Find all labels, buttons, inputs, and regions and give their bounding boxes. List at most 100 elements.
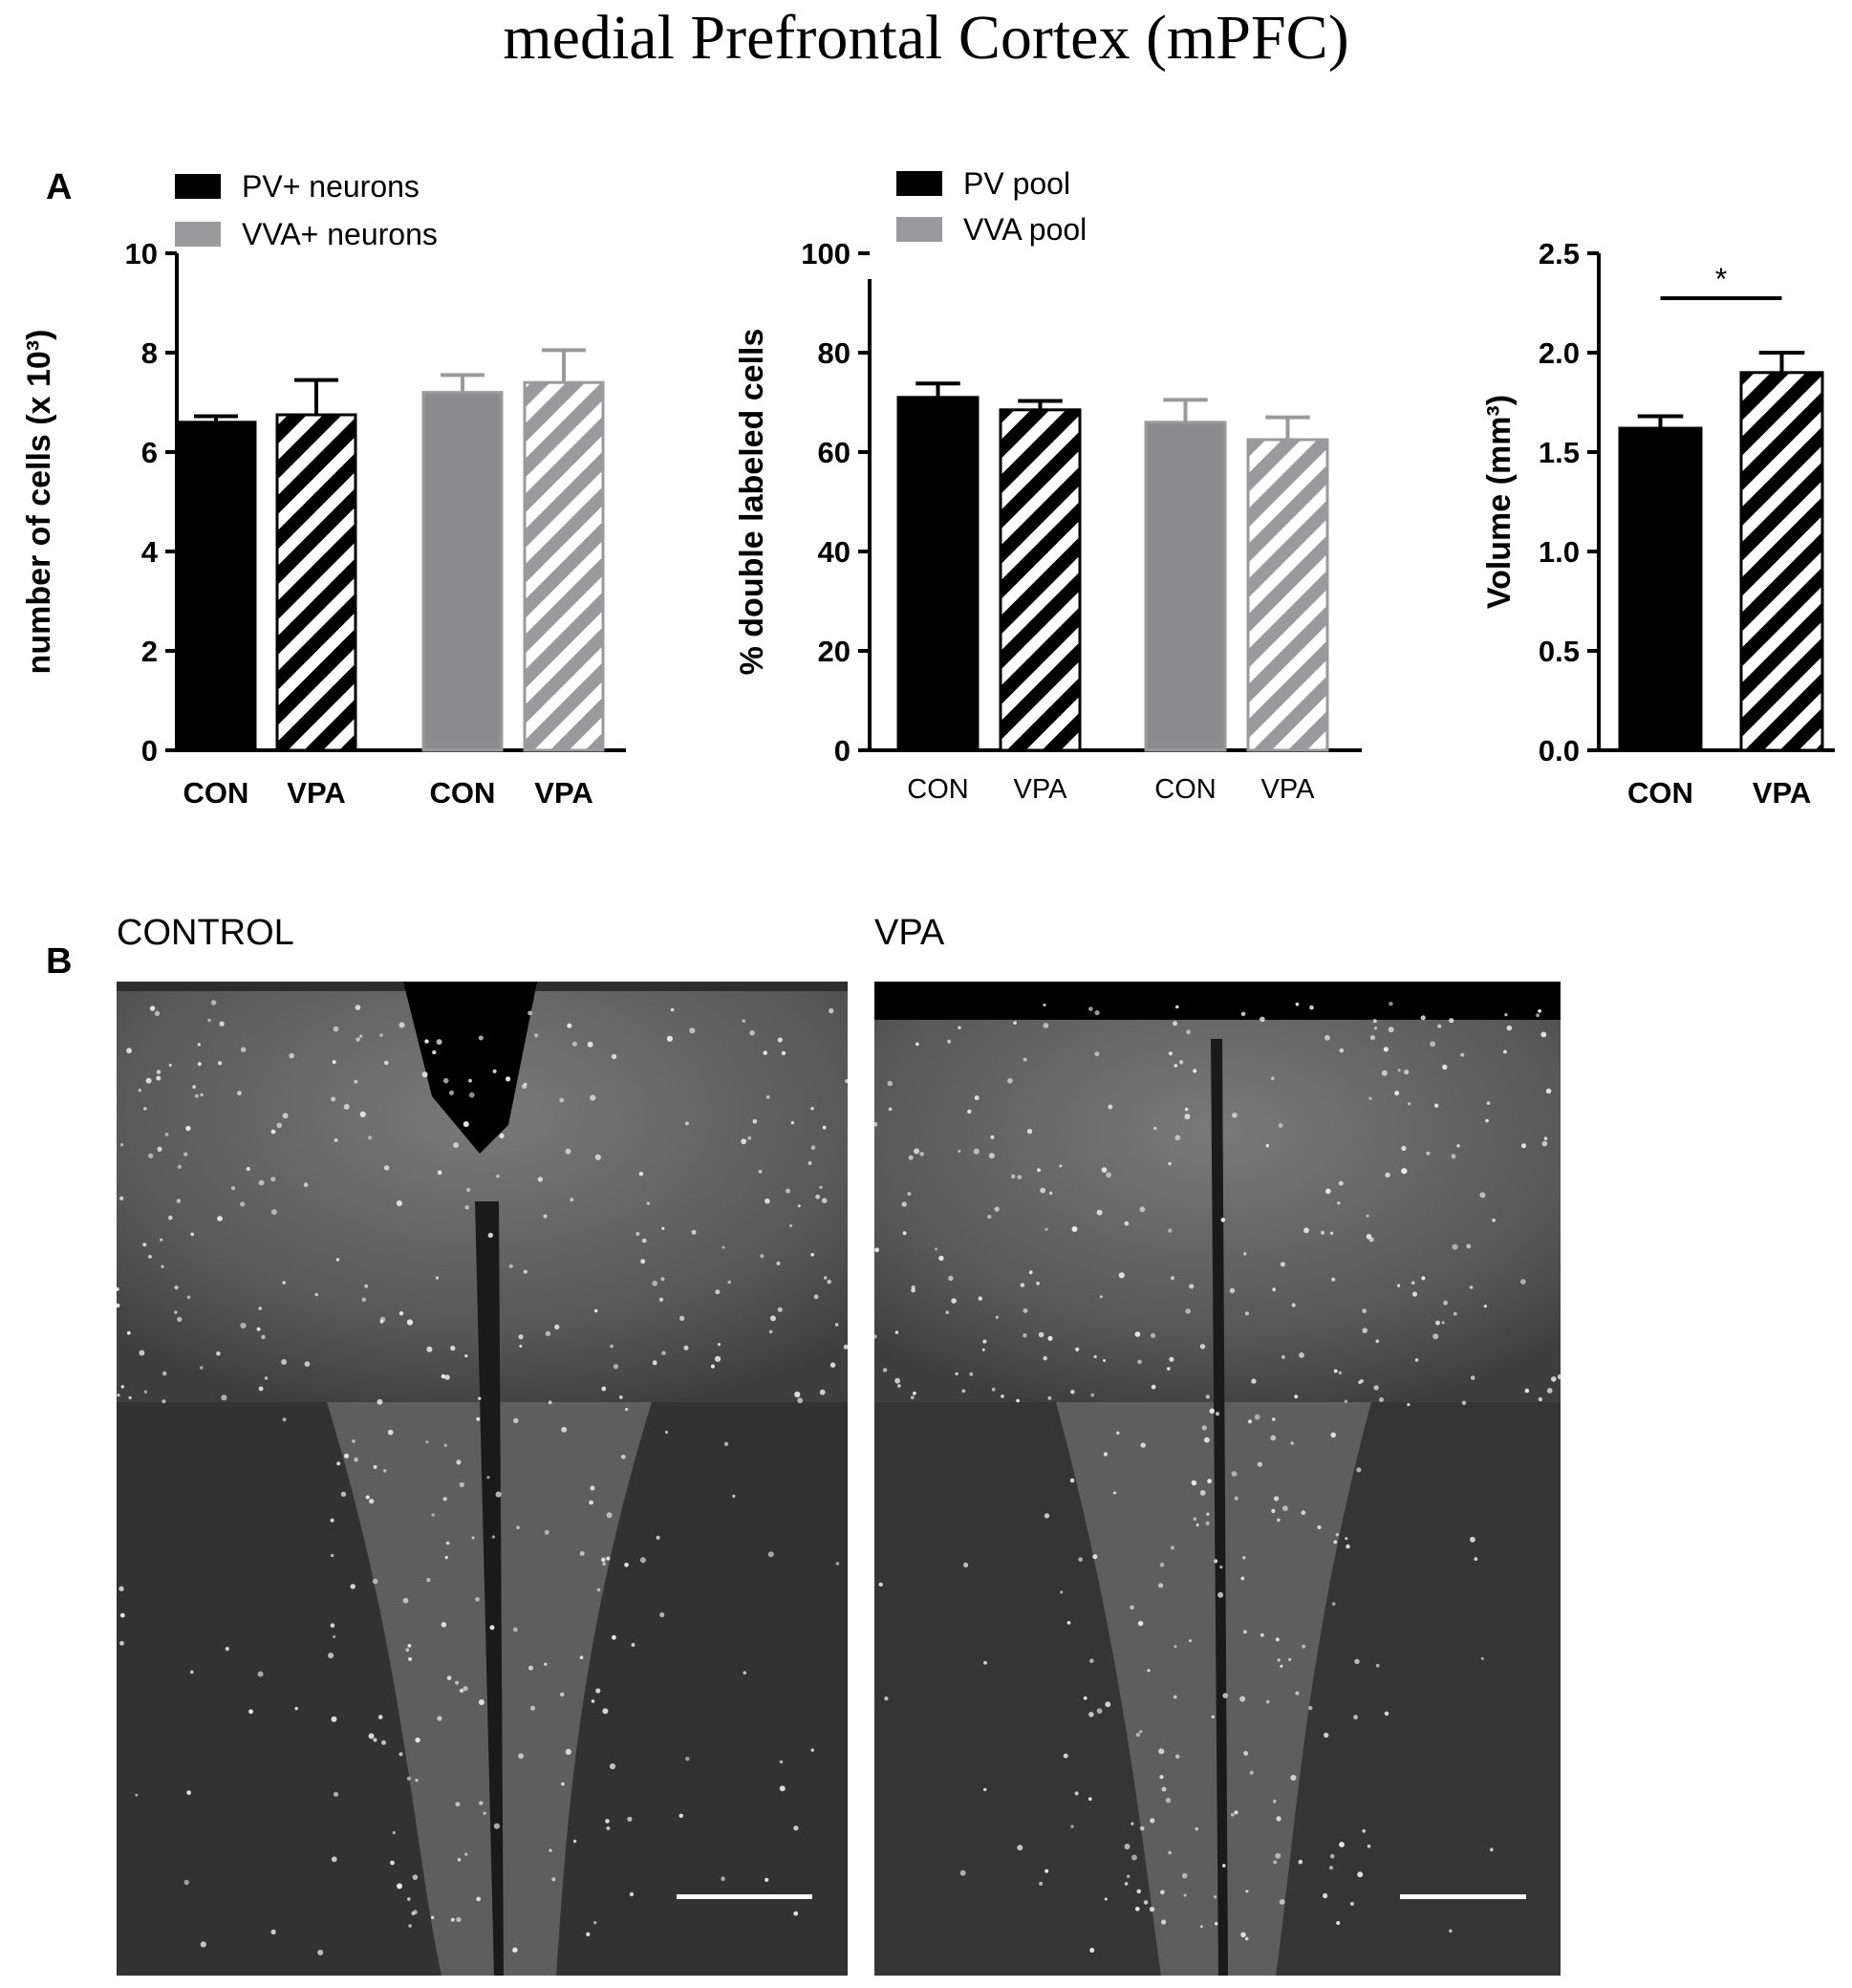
labeled-cell-dot: [1171, 1276, 1174, 1281]
labeled-cell-dot: [317, 1949, 324, 1956]
labeled-cell-dot: [441, 1622, 447, 1628]
labeled-cell-dot: [424, 1039, 429, 1044]
labeled-cell-dot: [437, 1170, 442, 1176]
labeled-cell-dot: [1013, 1021, 1017, 1025]
labeled-cell-dot: [627, 1816, 633, 1822]
labeled-cell-dot: [407, 1644, 412, 1648]
labeled-cell-dot: [1281, 1354, 1285, 1359]
labeled-cell-dot: [1189, 1639, 1192, 1643]
labeled-cell-dot: [506, 1076, 511, 1082]
labeled-cell-dot: [1536, 1013, 1540, 1018]
labeled-cell-dot: [765, 1095, 770, 1099]
labeled-cell-dot: [512, 1627, 518, 1632]
labeled-cell-dot: [1178, 1060, 1184, 1065]
labeled-cell-dot: [794, 1391, 801, 1398]
labeled-cell-dot: [455, 1680, 460, 1685]
labeled-cell-dot: [442, 1497, 447, 1502]
labeled-cell-dot: [1048, 1191, 1053, 1196]
bar: [275, 413, 357, 752]
labeled-cell-dot: [381, 1740, 386, 1745]
labeled-cell-dot: [1151, 1384, 1156, 1390]
labeled-cell-dot: [1243, 1751, 1249, 1756]
labeled-cell-dot: [994, 1206, 1000, 1212]
labeled-cell-dot: [1088, 1006, 1093, 1011]
labeled-cell-dot: [415, 1779, 419, 1783]
labeled-cell-dot: [1345, 1537, 1348, 1541]
labeled-cell-dot: [1543, 1136, 1548, 1140]
legend-swatch: [896, 217, 942, 242]
labeled-cell-dot: [230, 1186, 236, 1191]
labeled-cell-dot: [1135, 1907, 1140, 1912]
labeled-cell-dot: [624, 1563, 629, 1567]
labeled-cell-dot: [1397, 1069, 1401, 1072]
labeled-cell-dot: [606, 1826, 611, 1830]
labeled-cell-dot: [1389, 1002, 1393, 1006]
labeled-cell-dot: [1538, 1009, 1541, 1013]
labeled-cell-dot: [1026, 1129, 1033, 1134]
labeled-cell-dot: [333, 1026, 339, 1032]
labeled-cell-dot: [1069, 1478, 1075, 1483]
labeled-cell-dot: [1150, 1818, 1155, 1824]
labeled-cell-dot: [468, 1078, 472, 1083]
labeled-cell-dot: [835, 1562, 840, 1566]
labeled-cell-dot: [1105, 1701, 1111, 1708]
labeled-cell-dot: [781, 1050, 786, 1056]
labeled-cell-dot: [258, 1179, 265, 1186]
labeled-cell-dot: [1240, 1576, 1245, 1581]
labeled-cell-dot: [732, 1494, 736, 1499]
labeled-cell-dot: [907, 1192, 912, 1196]
y-tick-label: 0.0: [1539, 734, 1580, 767]
labeled-cell-dot: [364, 1284, 369, 1288]
labeled-cell-dot: [991, 1387, 996, 1392]
labeled-cell-dot: [640, 1259, 646, 1264]
labeled-cell-dot: [456, 1916, 462, 1923]
labeled-cell-dot: [1167, 1367, 1171, 1371]
x-category-label: VPA: [1753, 776, 1811, 810]
labeled-cell-dot: [1205, 1521, 1210, 1525]
labeled-cell-dot: [1234, 1810, 1238, 1815]
labeled-cell-dot: [1273, 1496, 1280, 1502]
labeled-cell-dot: [829, 1008, 834, 1014]
labeled-cell-dot: [1039, 1881, 1044, 1886]
labeled-cell-dot: [1174, 1754, 1180, 1760]
labeled-cell-dot: [282, 1281, 286, 1285]
labeled-cell-dot: [1442, 1064, 1448, 1070]
x-category-label: VPA: [534, 776, 592, 810]
labeled-cell-dot: [915, 1042, 919, 1047]
labeled-cell-dot: [1265, 1144, 1269, 1148]
y-axis-label: number of cells (x 10³): [21, 330, 57, 675]
bar: [1739, 371, 1824, 752]
labeled-cell-dot: [594, 1154, 601, 1160]
labeled-cell-dot: [664, 1430, 669, 1435]
labeled-cell-dot: [1295, 1691, 1300, 1696]
labeled-cell-dot: [1331, 1277, 1336, 1282]
labeled-cell-dot: [398, 1310, 404, 1316]
labeled-cell-dot: [1232, 1113, 1238, 1118]
labeled-cell-dot: [1435, 1320, 1440, 1326]
labeled-cell-dot: [426, 1577, 431, 1583]
labeled-cell-dot: [1358, 1380, 1362, 1384]
labeled-cell-dot: [499, 1133, 505, 1138]
labeled-cell-dot: [741, 1138, 747, 1145]
labeled-cell-dot: [379, 1319, 384, 1324]
x-category-label: CON: [1627, 776, 1693, 810]
labeled-cell-dot: [1181, 1872, 1188, 1879]
labeled-cell-dot: [601, 1386, 607, 1392]
panel-b-label: B: [46, 941, 73, 982]
labeled-cell-dot: [1044, 1227, 1048, 1231]
labeled-cell-dot: [543, 1214, 548, 1219]
labeled-cell-dot: [797, 1204, 801, 1208]
bar: [175, 421, 257, 752]
labeled-cell-dot: [1368, 1096, 1372, 1100]
labeled-cell-dot: [119, 1640, 124, 1646]
labeled-cell-dot: [1379, 1397, 1384, 1402]
labeled-cell-dot: [119, 1143, 124, 1147]
labeled-cell-dot: [1354, 1658, 1360, 1665]
labeled-cell-dot: [1116, 1431, 1120, 1436]
labeled-cell-dot: [990, 1134, 995, 1139]
labeled-cell-dot: [217, 1216, 223, 1221]
labeled-cell-dot: [768, 1329, 773, 1334]
labeled-cell-dot: [1503, 1049, 1507, 1054]
labeled-cell-dot: [742, 1019, 746, 1023]
labeled-cell-dot: [352, 1439, 355, 1443]
